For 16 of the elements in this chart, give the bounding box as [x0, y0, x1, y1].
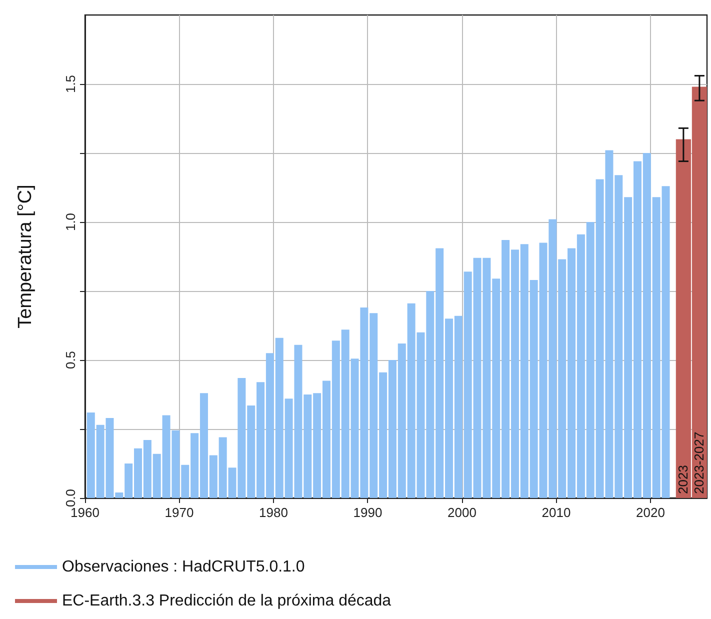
x-tick-label: 2020: [636, 505, 665, 520]
y-tick-label: 0.0: [63, 488, 78, 508]
annotation: 2023: [675, 465, 690, 494]
x-tick-label: 2010: [542, 505, 571, 520]
x-tick-label: 2000: [448, 505, 476, 520]
x-tick-label: 1970: [164, 505, 194, 520]
y-tick-label: 0.5: [63, 350, 78, 370]
y-axis-title: Temperatura [°C]: [15, 184, 36, 328]
x-tick-label: 1960: [70, 505, 100, 520]
x-tick-label: 1980: [259, 505, 288, 520]
legend-label: EC-Earth.3.3 Predicción de la próxima década: [62, 592, 392, 610]
annotation: 2023-2027: [691, 432, 706, 494]
legend-label: Observaciones : HadCRUT5.0.1.0: [62, 558, 305, 576]
x-tick-label: 1990: [353, 505, 382, 520]
y-tick-label: 1.5: [63, 74, 78, 94]
y-tick-label: 1.0: [63, 212, 78, 232]
